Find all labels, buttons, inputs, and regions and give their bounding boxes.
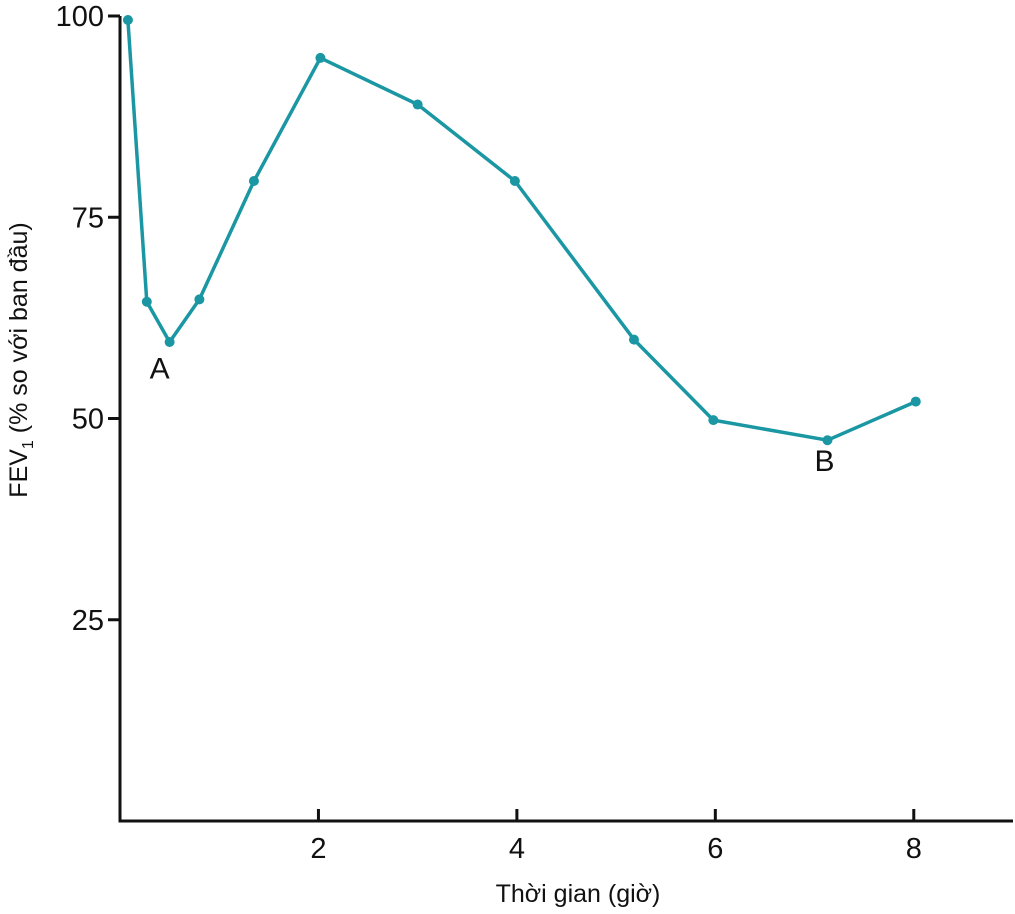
y-axis-title-rest: (% so với ban đầu) bbox=[5, 222, 33, 440]
x-tick-label: 4 bbox=[509, 833, 525, 865]
data-point bbox=[141, 296, 152, 307]
data-point bbox=[412, 99, 423, 110]
x-tick-label: 6 bbox=[707, 833, 723, 865]
y-axis-title-subscript: 1 bbox=[20, 440, 37, 449]
y-axis-title-main: FEV bbox=[5, 449, 33, 498]
annotations: AB bbox=[150, 352, 835, 478]
data-point bbox=[194, 294, 205, 305]
y-tick-label: 25 bbox=[72, 605, 104, 637]
annotation-label: A bbox=[150, 352, 170, 385]
y-tick-label: 100 bbox=[56, 1, 104, 33]
x-tick-label: 2 bbox=[310, 833, 326, 865]
data-point bbox=[164, 337, 175, 348]
data-point bbox=[822, 435, 833, 446]
y-tick-label: 50 bbox=[72, 404, 104, 436]
data-point bbox=[628, 334, 639, 345]
y-tick-label: 75 bbox=[72, 202, 104, 234]
x-axis-title: Thời gian (giờ) bbox=[496, 880, 661, 908]
x-tick-label: 8 bbox=[906, 833, 922, 865]
y-axis-title: FEV1 (% so với ban đầu) bbox=[5, 222, 37, 497]
data-points bbox=[122, 15, 921, 446]
data-point bbox=[910, 396, 921, 407]
x-ticks: 2 4 6 8 bbox=[310, 809, 922, 865]
data-point bbox=[708, 415, 719, 426]
data-point bbox=[509, 176, 520, 187]
data-point bbox=[315, 52, 326, 63]
data-point bbox=[122, 15, 133, 26]
annotation-label: B bbox=[814, 445, 834, 478]
data-point bbox=[248, 176, 259, 187]
series-line bbox=[126, 19, 917, 442]
y-ticks: 25 50 75 100 bbox=[56, 1, 120, 637]
